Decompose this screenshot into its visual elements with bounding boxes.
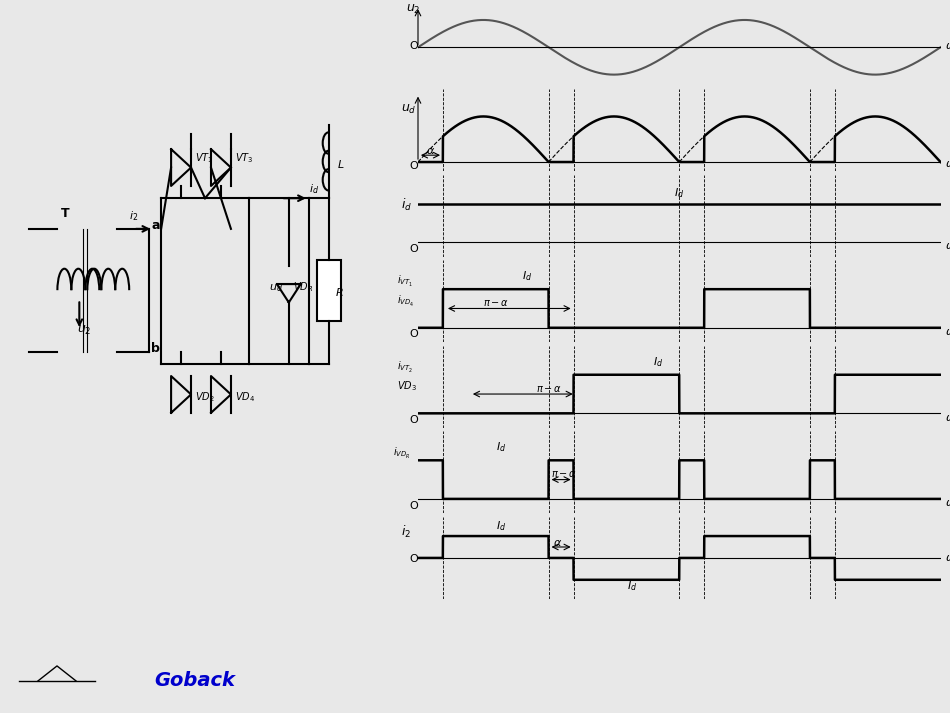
- Text: $I_d$: $I_d$: [674, 186, 684, 200]
- Text: $VD_4$: $VD_4$: [235, 391, 256, 404]
- Text: O: O: [409, 415, 418, 425]
- Text: a: a: [151, 219, 160, 232]
- Text: $L$: $L$: [336, 158, 344, 170]
- Text: $u_d$: $u_d$: [401, 103, 417, 116]
- Text: $VD_R$: $VD_R$: [293, 280, 313, 294]
- Text: $i_{VT_2}$: $i_{VT_2}$: [397, 360, 413, 375]
- Text: $VT_1$: $VT_1$: [195, 151, 213, 165]
- Text: $\alpha$: $\alpha$: [427, 146, 435, 156]
- Text: $i_d$: $i_d$: [309, 182, 319, 196]
- Text: $R$: $R$: [334, 287, 343, 298]
- Text: $i_2$: $i_2$: [401, 524, 411, 540]
- Text: O: O: [409, 329, 418, 339]
- Text: O: O: [409, 501, 418, 511]
- Text: O: O: [409, 244, 418, 254]
- Text: $\omega t$: $\omega t$: [944, 39, 950, 51]
- Text: $i_2$: $i_2$: [129, 210, 139, 223]
- Text: $\omega t$: $\omega t$: [944, 240, 950, 252]
- Text: $I_d$: $I_d$: [496, 441, 506, 454]
- Text: $\omega t$: $\omega t$: [944, 550, 950, 563]
- Text: $I_d$: $I_d$: [654, 355, 663, 369]
- Text: $\pi-\alpha$: $\pi-\alpha$: [484, 298, 509, 308]
- Text: O: O: [409, 161, 418, 171]
- Text: $VD_3$: $VD_3$: [397, 379, 417, 393]
- Text: $\omega t$: $\omega t$: [944, 325, 950, 337]
- Text: $\alpha$: $\alpha$: [553, 538, 562, 548]
- Text: $I_d$: $I_d$: [627, 580, 637, 593]
- Text: $VD_2$: $VD_2$: [195, 391, 215, 404]
- Text: O: O: [409, 554, 418, 564]
- Text: $\pi-\alpha$: $\pi-\alpha$: [536, 384, 561, 394]
- Text: $u_2$: $u_2$: [406, 3, 420, 16]
- Text: $i_{VT_1}$: $i_{VT_1}$: [397, 275, 413, 289]
- Text: $I_d$: $I_d$: [522, 270, 533, 283]
- Text: $i_{VD_4}$: $i_{VD_4}$: [397, 294, 414, 309]
- Text: T: T: [62, 207, 70, 220]
- Text: $\omega t$: $\omega t$: [944, 157, 950, 168]
- Text: $\pi-\alpha$: $\pi-\alpha$: [551, 469, 577, 479]
- Text: $i_d$: $i_d$: [401, 197, 412, 212]
- Text: $u_d$: $u_d$: [269, 282, 283, 294]
- Text: $\omega t$: $\omega t$: [944, 496, 950, 508]
- Text: $VT_3$: $VT_3$: [235, 151, 254, 165]
- Text: $i_{VD_R}$: $i_{VD_R}$: [393, 446, 410, 461]
- Text: Goback: Goback: [154, 672, 236, 690]
- Text: $I_d$: $I_d$: [496, 519, 506, 533]
- Text: b: b: [151, 342, 160, 354]
- FancyBboxPatch shape: [316, 260, 341, 321]
- Text: $u_2$: $u_2$: [77, 324, 92, 337]
- Text: O: O: [409, 41, 418, 51]
- Text: $\omega t$: $\omega t$: [944, 411, 950, 423]
